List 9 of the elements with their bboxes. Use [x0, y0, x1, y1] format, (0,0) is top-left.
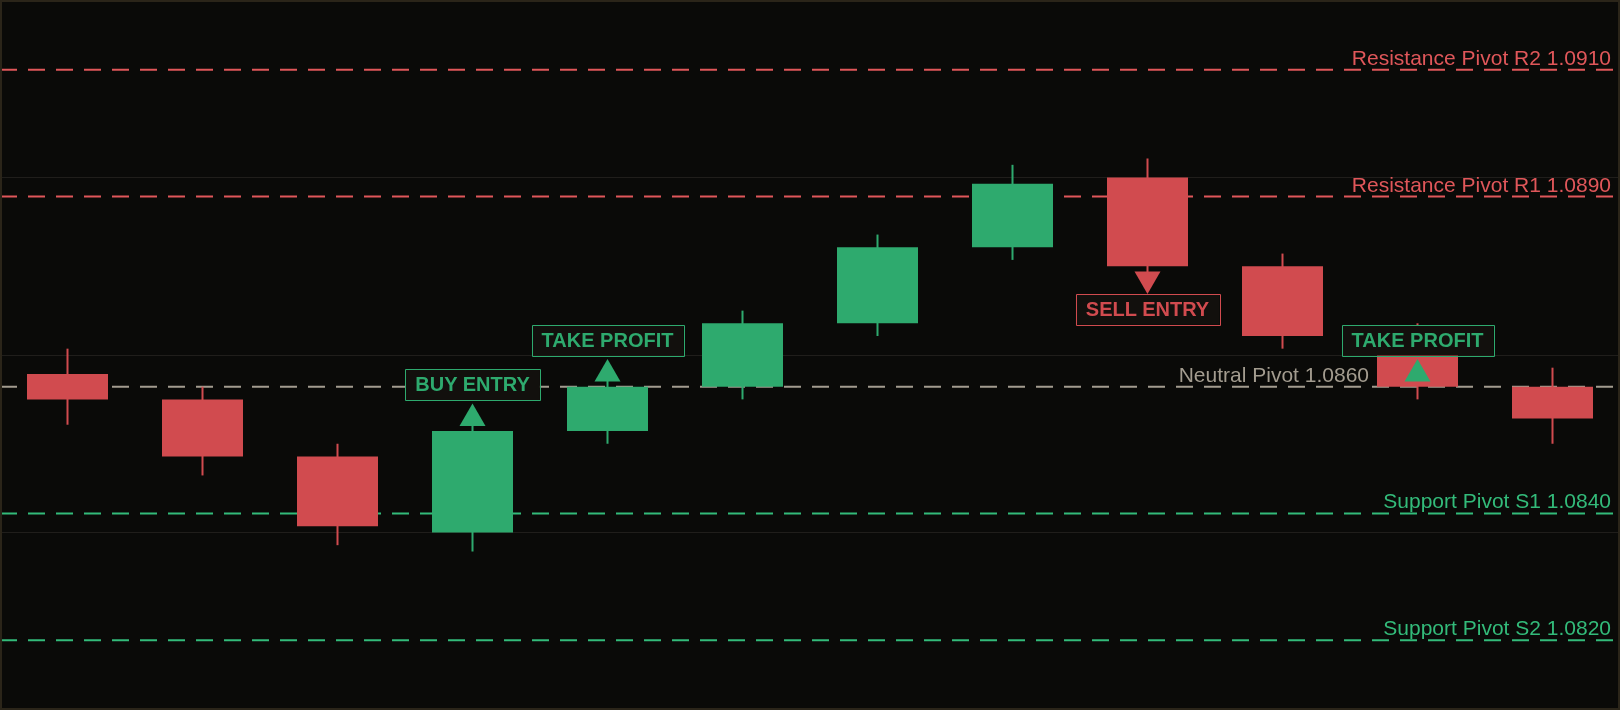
ref-line-label: Support Pivot S1 1.0840: [1383, 489, 1611, 513]
ref-line-label: Neutral Pivot 1.0860: [1178, 362, 1369, 386]
text: TAKE PROFIT: [1351, 328, 1484, 351]
ref-line-label: Resistance Pivot R1 1.0890: [1351, 172, 1611, 196]
series-label: TAKE PROFIT: [541, 328, 674, 351]
ref-line-label: Resistance Pivot R2 1.0910: [1351, 45, 1611, 69]
ref-line-label: Support Pivot S2 1.0820: [1383, 616, 1611, 640]
series-label: BUY ENTRY: [415, 373, 531, 396]
series-label: SELL ENTRY: [1085, 297, 1210, 320]
